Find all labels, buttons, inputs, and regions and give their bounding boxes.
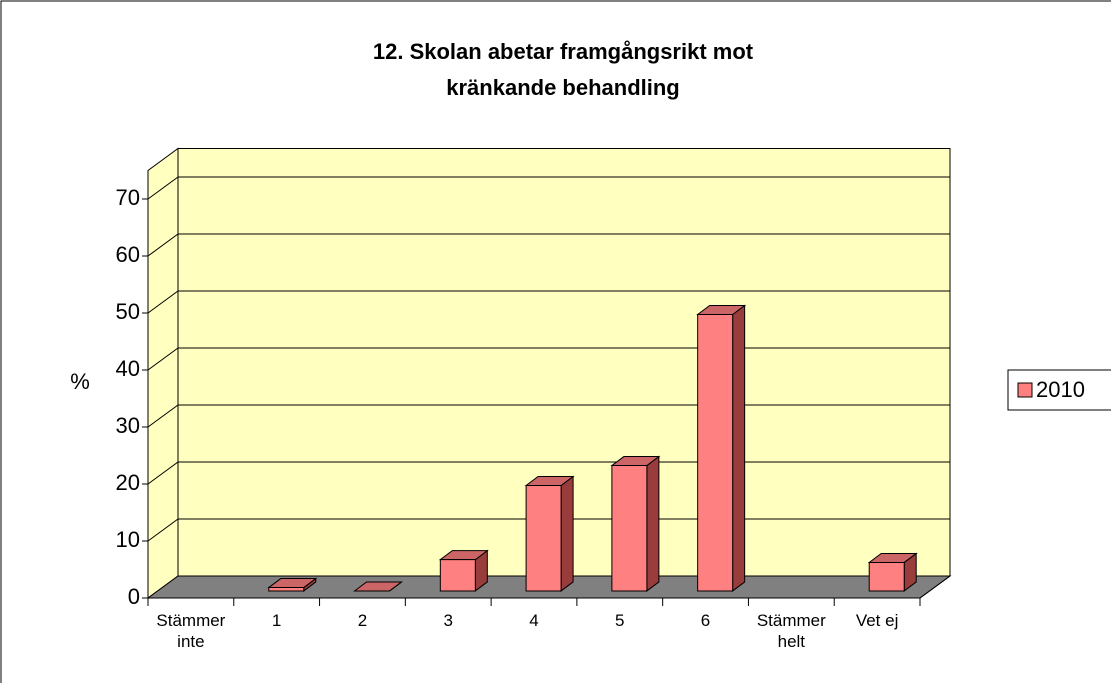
bar-front: [439, 559, 476, 592]
legend-label: 2010: [1036, 377, 1085, 402]
bar: [867, 552, 918, 592]
y-tick-label: 40: [116, 356, 140, 381]
grid-line: [147, 518, 950, 542]
bar: [267, 577, 318, 592]
bar-front: [868, 561, 905, 592]
bar: [696, 304, 747, 592]
grid-line: [147, 404, 950, 428]
y-tick-label: 70: [116, 185, 140, 210]
grid-line: [147, 347, 950, 371]
y-tick-label: 60: [116, 242, 140, 267]
x-tick-label: 6: [700, 611, 711, 630]
grid-line: [147, 176, 950, 200]
x-tick-label: 1: [271, 611, 282, 630]
bar: [353, 581, 404, 592]
bar-side: [560, 475, 574, 592]
y-tick-label: 10: [116, 527, 140, 552]
bar: [610, 455, 661, 592]
x-tick-label: 2: [357, 611, 368, 630]
legend-box: [1007, 369, 1111, 411]
y-tick-label: 0: [128, 584, 140, 609]
floor-edge: [919, 575, 951, 599]
x-tick-label: 4: [529, 611, 539, 630]
bar: [524, 475, 575, 592]
y-tick-label: 30: [116, 413, 140, 438]
bar-side: [732, 304, 746, 592]
x-tick-label: Stämmer inte: [156, 611, 226, 651]
bar-side: [646, 455, 660, 592]
grid-line: [147, 290, 950, 314]
grid-line: [147, 461, 950, 485]
x-tick-label: Vet ej: [855, 611, 899, 630]
bar-front: [268, 587, 305, 592]
x-tick-label: 3: [443, 611, 453, 630]
bar-front: [611, 465, 648, 592]
legend-swatch: [1017, 382, 1033, 398]
bar-front: [697, 314, 734, 592]
x-tick-label: 5: [615, 611, 625, 630]
y-axis-label: %: [70, 369, 90, 394]
y-tick-label: 20: [116, 470, 140, 495]
x-tick-label: Stämmer helt: [756, 611, 826, 651]
bar: [438, 549, 489, 592]
grid-line: [147, 233, 950, 257]
bar-front: [525, 485, 562, 592]
y-tick-label: 50: [116, 299, 140, 324]
chart-title: 12. Skolan abetar framgångsrikt mot krän…: [372, 39, 754, 100]
